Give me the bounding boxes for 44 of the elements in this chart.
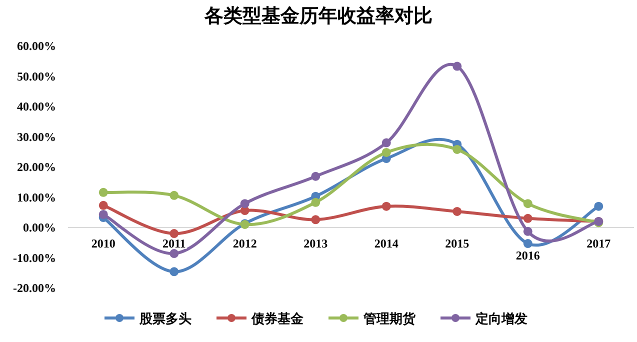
- x-tick-label: 2014: [374, 236, 398, 250]
- y-tick-label: 60.00%: [17, 39, 56, 53]
- y-tick-label: -10.00%: [13, 250, 56, 265]
- y-tick-label: 30.00%: [17, 130, 56, 144]
- point: [170, 267, 179, 276]
- point: [311, 215, 320, 224]
- point: [523, 214, 532, 223]
- point: [98, 210, 108, 219]
- legend-label: 管理期货: [362, 311, 416, 326]
- x-tick-label: 2016: [516, 248, 540, 262]
- y-tick-label: 40.00%: [17, 100, 56, 114]
- x-tick-label: 2017: [586, 236, 611, 250]
- point: [240, 199, 250, 208]
- x-tick-label: 2015: [445, 236, 470, 250]
- point: [170, 190, 179, 200]
- point: [98, 188, 108, 197]
- point: [452, 62, 462, 71]
- point: [170, 249, 179, 258]
- x-tick-label: 2010: [91, 236, 116, 250]
- point: [311, 172, 320, 181]
- chart-title: 各类型基金历年收益率对比: [204, 5, 432, 27]
- x-tick-label: 2013: [304, 236, 328, 250]
- point: [523, 199, 532, 208]
- x-tick-label: 2012: [232, 236, 257, 250]
- y-tick-label: 10.00%: [17, 190, 56, 204]
- point: [452, 144, 462, 154]
- point: [382, 202, 391, 211]
- legend-label: 股票多头: [138, 311, 192, 326]
- point: [523, 239, 532, 248]
- y-tick-label: 0.00%: [23, 220, 56, 234]
- point: [170, 229, 179, 238]
- y-tick-label: 50.00%: [17, 69, 56, 84]
- legend-label: 定向增发: [474, 311, 528, 326]
- x-tick-label: 2011: [162, 236, 186, 250]
- point: [523, 226, 532, 236]
- y-tick-label: -20.00%: [13, 281, 56, 295]
- point: [382, 138, 391, 148]
- point: [594, 202, 604, 211]
- point: [311, 198, 320, 207]
- legend-label: 债券基金: [250, 311, 304, 326]
- y-tick-label: 20.00%: [17, 160, 56, 174]
- point: [452, 206, 462, 216]
- point: [382, 148, 391, 157]
- point: [98, 200, 108, 210]
